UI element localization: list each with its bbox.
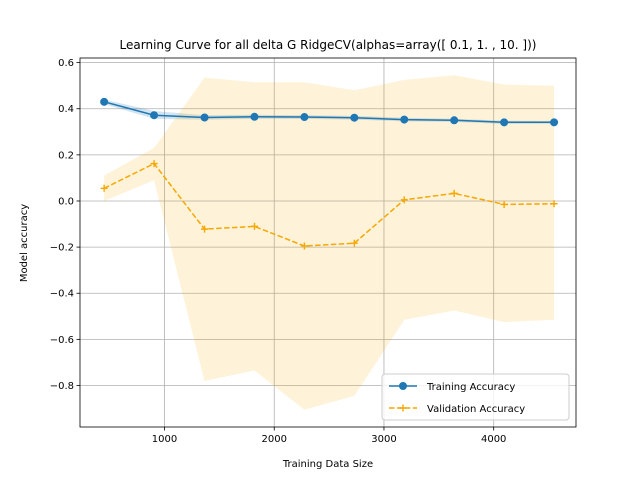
- training-point: [500, 118, 509, 127]
- plot-frame: [79, 57, 577, 428]
- legend-box: [381, 373, 570, 421]
- validation-point: [400, 196, 408, 204]
- training-point: [350, 113, 359, 122]
- y-tick-label: 0.4: [58, 104, 74, 115]
- x-tick-label: 4000: [481, 434, 506, 445]
- validation-point: [350, 239, 358, 247]
- training-point: [300, 113, 309, 122]
- x-tick-label: 1000: [152, 434, 177, 445]
- validation-point: [300, 242, 308, 250]
- y-tick-label: −0.2: [50, 243, 74, 254]
- confidence-band-validation: [104, 75, 555, 410]
- training-point: [550, 118, 559, 127]
- legend: Training Accuracy Validation Accuracy: [381, 373, 570, 421]
- validation-point: [550, 200, 558, 208]
- x-tick-label: 3000: [371, 434, 396, 445]
- chart-title: Learning Curve for all delta G RidgeCV(a…: [120, 38, 537, 52]
- validation-point: [450, 189, 458, 197]
- y-axis-label: Model accuracy: [19, 204, 30, 282]
- validation-point: [250, 222, 258, 230]
- training-point: [200, 113, 209, 122]
- validation-point: [150, 160, 158, 168]
- training-point: [150, 111, 159, 120]
- legend-marker-training: [399, 382, 407, 390]
- line-layer: [103, 101, 555, 247]
- y-tick-label: 0.6: [58, 58, 74, 69]
- training-point: [400, 115, 409, 124]
- legend-marker-validation: [399, 404, 407, 412]
- training-point: [450, 116, 459, 125]
- tick-layer: 1000 2000 3000 4000 −0.8 −0.6 −0.4 −0.2 0.0 0.2 0.…: [50, 58, 507, 445]
- series-line-training: [103, 101, 555, 124]
- x-axis-label: Training Data Size: [282, 459, 373, 470]
- validation-point: [100, 184, 108, 192]
- validation-point: [201, 225, 209, 233]
- y-tick-label: 0.2: [58, 150, 74, 161]
- training-point: [250, 112, 259, 121]
- training-point: [100, 97, 109, 106]
- y-tick-label: −0.4: [50, 289, 74, 300]
- y-tick-label: −0.6: [50, 335, 74, 346]
- y-tick-label: −0.8: [50, 381, 74, 392]
- y-tick-label: 0.0: [58, 196, 74, 207]
- validation-point: [500, 200, 508, 208]
- x-tick-label: 2000: [262, 434, 287, 445]
- marker-layer: [100, 97, 559, 250]
- series-line-validation: [103, 162, 555, 247]
- legend-label-training: Training Accuracy: [426, 382, 515, 393]
- legend-label-validation: Validation Accuracy: [427, 404, 525, 415]
